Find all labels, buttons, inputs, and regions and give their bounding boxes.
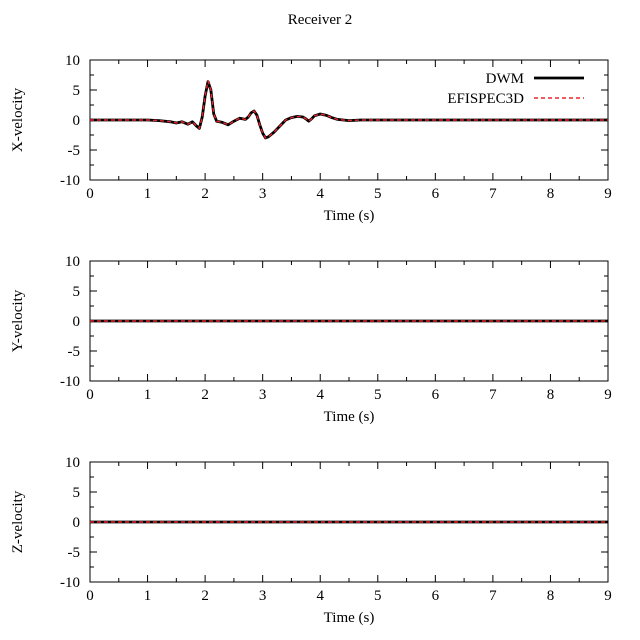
x-tick-label: 5: [374, 186, 382, 202]
x-tick-label: 3: [259, 588, 267, 604]
x-tick-label: 5: [374, 588, 382, 604]
series-line-efispec3d: [90, 80, 608, 139]
y-tick-label: -10: [60, 173, 80, 189]
x-tick-label: 4: [316, 387, 324, 403]
x-tick-label: 2: [201, 387, 209, 403]
series-group: [90, 80, 608, 140]
x-tick-label: 3: [259, 387, 267, 403]
y-tick-label: -5: [68, 344, 81, 360]
legend-label: DWM: [486, 71, 524, 87]
y-tick-label: 5: [73, 485, 81, 501]
x-axis-label: Time (s): [324, 409, 375, 425]
y-tick-label: 5: [73, 284, 81, 300]
x-tick-label: 9: [604, 588, 612, 604]
x-axis-label: Time (s): [324, 208, 375, 224]
y-axis-label: Y-velocity: [10, 289, 26, 352]
panel-3: 0 1 2 3 4 5 6 7 8 9 -10 -5 0 5 10 Time (s) Z-velocity: [10, 455, 612, 626]
legend: DWM EFISPEC3D: [447, 71, 584, 107]
x-tick-label: 4: [316, 588, 324, 604]
y-tick-label: 0: [73, 113, 81, 129]
legend-label: EFISPEC3D: [447, 91, 524, 107]
x-tick-label: 7: [489, 588, 497, 604]
panel-1: 0 1 2 3 4 5 6 7 8 9 -10 -5 0 5 10 Time (s) X-velocity DWM…: [10, 53, 612, 224]
x-axis-label: Time (s): [324, 610, 375, 626]
y-tick-label: 5: [73, 83, 81, 99]
x-tick-label: 1: [144, 387, 152, 403]
figure-title: Receiver 2: [288, 12, 353, 28]
y-tick-label: 10: [65, 254, 80, 270]
x-tick-label: 0: [86, 186, 94, 202]
y-tick-label: -10: [60, 575, 80, 591]
x-tick-label: 4: [316, 186, 324, 202]
y-tick-label: -10: [60, 374, 80, 390]
panel-2: 0 1 2 3 4 5 6 7 8 9 -10 -5 0 5 10 Time (s) Y-velocity: [10, 254, 612, 425]
y-tick-label: 10: [65, 455, 80, 471]
y-axis-label: Z-velocity: [10, 490, 26, 553]
x-tick-label: 8: [547, 186, 555, 202]
x-tick-label: 7: [489, 387, 497, 403]
x-tick-label: 0: [86, 387, 94, 403]
x-tick-label: 8: [547, 588, 555, 604]
y-tick-label: 0: [73, 314, 81, 330]
x-tick-label: 6: [432, 588, 440, 604]
x-tick-label: 2: [201, 588, 209, 604]
y-tick-label: 10: [65, 53, 80, 69]
y-axis-label: X-velocity: [10, 87, 26, 152]
x-tick-label: 8: [547, 387, 555, 403]
x-tick-label: 5: [374, 387, 382, 403]
series-line-dwm: [90, 80, 608, 140]
x-tick-label: 9: [604, 186, 612, 202]
x-tick-label: 0: [86, 588, 94, 604]
x-tick-label: 7: [489, 186, 497, 202]
x-tick-label: 9: [604, 387, 612, 403]
x-tick-label: 1: [144, 588, 152, 604]
x-tick-label: 3: [259, 186, 267, 202]
x-tick-label: 1: [144, 186, 152, 202]
x-tick-label: 2: [201, 186, 209, 202]
y-tick-label: 0: [73, 515, 81, 531]
y-tick-label: -5: [68, 143, 81, 159]
y-tick-label: -5: [68, 545, 81, 561]
x-tick-label: 6: [432, 387, 440, 403]
x-tick-label: 6: [432, 186, 440, 202]
